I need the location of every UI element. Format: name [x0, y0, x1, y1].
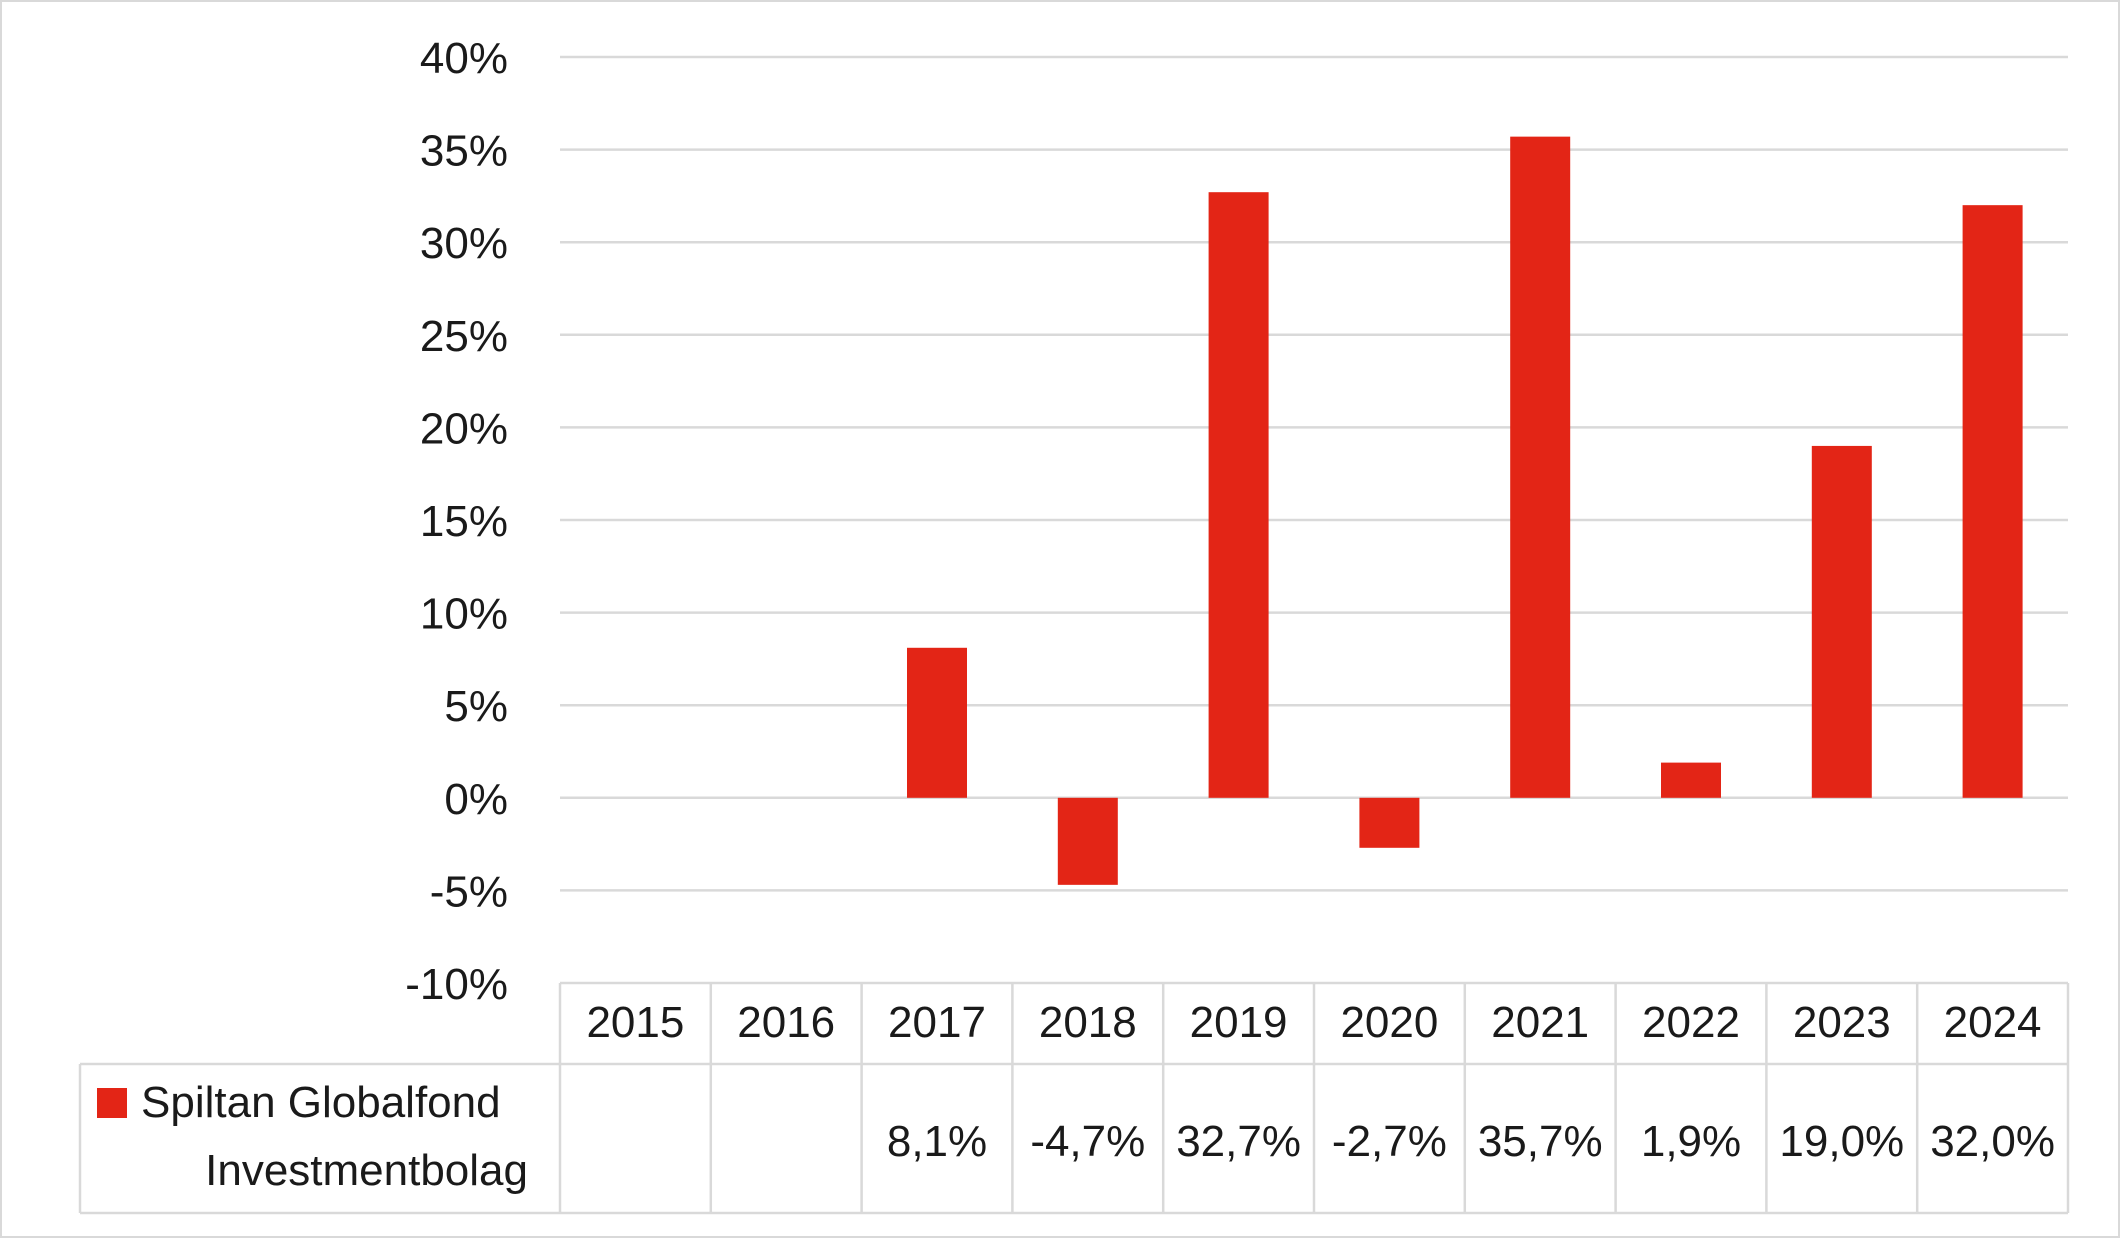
y-axis-tick-labels: 40% 35% 30% 25% 20% 15% 10% 5% 0% -5% -10% — [405, 34, 508, 1009]
bar-series — [907, 136, 2023, 885]
x-category-label: 2020 — [1340, 998, 1438, 1047]
x-category-label: 2023 — [1793, 998, 1891, 1047]
y-tick-label: 0% — [444, 775, 508, 824]
data-label: 32,7% — [1176, 1117, 1301, 1166]
y-tick-label: 15% — [420, 497, 508, 546]
legend-color-key — [97, 1088, 127, 1118]
data-label: 35,7% — [1478, 1117, 1603, 1166]
x-category-label: 2024 — [1944, 998, 2042, 1047]
x-category-label: 2016 — [737, 998, 835, 1047]
x-category-label: 2022 — [1642, 998, 1740, 1047]
y-tick-label: 20% — [420, 404, 508, 453]
bar-2018 — [1057, 797, 1118, 885]
bar-2021 — [1510, 136, 1571, 798]
bar-2023 — [1811, 445, 1872, 798]
data-label: -2,7% — [1332, 1117, 1447, 1166]
x-category-label: 2021 — [1491, 998, 1589, 1047]
data-label: 32,0% — [1930, 1117, 2055, 1166]
x-category-label: 2015 — [586, 998, 684, 1047]
data-label: 1,9% — [1641, 1117, 1741, 1166]
legend-series-name-line-1: Spiltan Globalfond — [141, 1078, 501, 1127]
y-tick-label: -5% — [430, 867, 508, 916]
y-tick-label: 5% — [444, 682, 508, 731]
y-tick-label: 40% — [420, 34, 508, 83]
x-category-label: 2017 — [888, 998, 986, 1047]
bar-2020 — [1359, 797, 1420, 848]
gridlines — [560, 55, 2068, 892]
bar-2024 — [1962, 205, 2023, 798]
data-label: -4,7% — [1030, 1117, 1145, 1166]
data-label: 8,1% — [887, 1117, 987, 1166]
y-tick-label: 35% — [420, 127, 508, 176]
bar-2019 — [1208, 192, 1269, 798]
data-table: 2015 2016 2017 8,1% 2018 -4,7% 2019 32,7% 2020 -2… — [78, 981, 2070, 1215]
y-tick-label: -10% — [405, 960, 508, 1009]
legend-series-name-line-2: Investmentbolag — [205, 1146, 528, 1195]
y-tick-label: 25% — [420, 312, 508, 361]
y-tick-label: 10% — [420, 590, 508, 639]
bar-2017 — [907, 647, 967, 798]
x-category-label: 2019 — [1190, 998, 1288, 1047]
data-label: 19,0% — [1779, 1117, 1904, 1166]
bar-2022 — [1661, 762, 1721, 798]
x-category-label: 2018 — [1039, 998, 1137, 1047]
y-tick-label: 30% — [420, 219, 508, 268]
